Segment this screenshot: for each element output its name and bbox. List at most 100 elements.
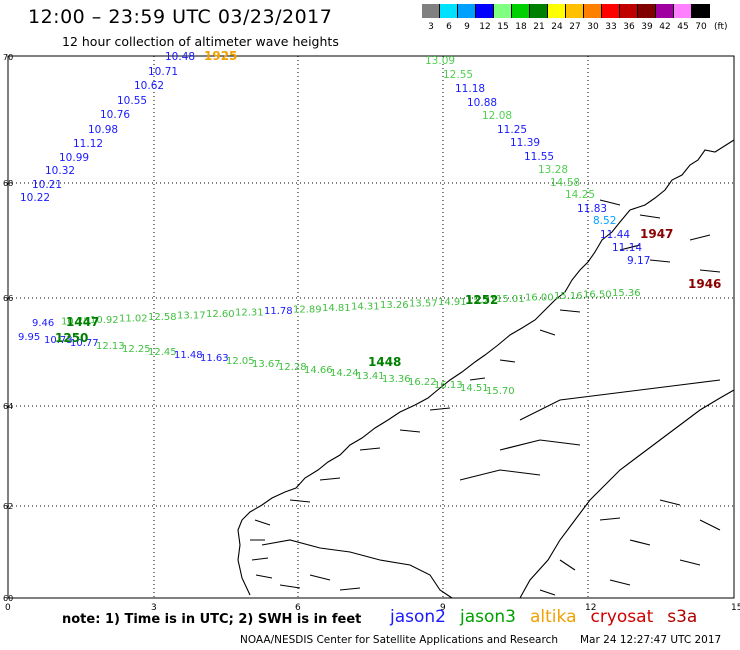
wave-height-value: 10.21 xyxy=(32,179,62,191)
wave-height-value: 15.36 xyxy=(612,288,641,299)
wave-height-value: 13.17 xyxy=(177,311,206,322)
satellite-legend: jason2 jason3 altika cryosat s3a xyxy=(390,607,697,627)
footer-note: note: 1) Time is in UTC; 2) SWH is in fe… xyxy=(62,612,362,627)
wave-height-value: 14.66 xyxy=(304,365,333,376)
wave-height-value: 11.55 xyxy=(524,151,554,163)
wave-height-value: 10.77 xyxy=(70,338,99,349)
x-tick-label: 12 xyxy=(585,603,596,613)
scale-label: 70 xyxy=(695,22,707,32)
scale-label: 18 xyxy=(515,22,527,32)
scale-swatch xyxy=(638,4,656,18)
wave-height-value: 12.58 xyxy=(148,312,177,323)
wave-height-value: 14.25 xyxy=(565,189,595,201)
scale-swatch xyxy=(530,4,548,18)
satellite-s3a: s3a xyxy=(667,607,698,627)
generated-timestamp: Mar 24 12:27:47 UTC 2017 xyxy=(580,634,722,646)
wave-height-value: 13.57 xyxy=(409,299,438,310)
x-tick-label: 0 xyxy=(5,603,11,613)
scale-label: 42 xyxy=(659,22,671,32)
wave-height-value: 11.25 xyxy=(497,124,527,136)
credit-text: NOAA/NESDIS Center for Satellite Applica… xyxy=(240,634,558,646)
wave-height-value: 15.70 xyxy=(486,386,515,397)
color-scale-labels: 3 6 9 12 15 18 21 24 27 30 33 36 39 42 45 70 xyxy=(422,22,710,32)
scale-label: 12 xyxy=(479,22,491,32)
wave-height-value: 13.26 xyxy=(380,300,409,311)
y-tick-label: 66 xyxy=(3,294,13,303)
wave-height-value: 9.95 xyxy=(18,332,40,343)
scale-swatch xyxy=(620,4,638,18)
map-title: 12:00 – 23:59 UTC 03/23/2017 xyxy=(28,6,333,28)
wave-height-value: 16.22 xyxy=(408,377,437,388)
wave-height-value: 13.09 xyxy=(425,55,455,67)
altimeter-passes: 10.48 10.71 10.62 10.55 10.76 10.98 11.12 10.99… xyxy=(18,49,721,397)
wave-height-value: 11.83 xyxy=(577,203,607,215)
wave-height-value: 11.63 xyxy=(200,353,229,364)
wave-height-value: 11.39 xyxy=(510,137,540,149)
wave-height-value: 10.75 xyxy=(61,317,90,328)
wave-height-value: 9.17 xyxy=(627,255,650,267)
map-frame xyxy=(7,55,735,599)
wave-height-value: 14.51 xyxy=(460,383,489,394)
satellite-jason2: jason2 xyxy=(390,607,446,627)
scale-swatch xyxy=(584,4,602,18)
y-tick-label: 68 xyxy=(3,179,13,188)
scale-label: 6 xyxy=(446,22,452,32)
wave-height-value: 12.60 xyxy=(206,309,235,320)
wave-height-value: 11.78 xyxy=(264,306,293,317)
scale-swatch xyxy=(566,4,584,18)
wave-height-value: 10.73 xyxy=(44,335,73,346)
wave-height-value: 14.81 xyxy=(322,303,351,314)
wave-height-value: 13.36 xyxy=(382,374,411,385)
wave-height-value: 14.91 xyxy=(438,297,467,308)
satellite-jason3: jason3 xyxy=(460,607,516,627)
y-tick-label: 60 xyxy=(3,594,13,603)
pass-time-label: 1447 xyxy=(66,315,99,329)
wave-height-value: 11.48 xyxy=(174,350,203,361)
wave-height-value: 12.13 xyxy=(96,341,125,352)
grid-lines xyxy=(8,56,734,598)
scale-label: 30 xyxy=(587,22,599,32)
axis-ticks: 0 3 6 9 12 15 70 68 66 64 62 60 xyxy=(3,53,740,613)
wave-height-value: 12.31 xyxy=(235,308,264,319)
pass-time-label: 1947 xyxy=(640,227,673,241)
scale-unit: (ft) xyxy=(714,22,728,32)
scale-label: 33 xyxy=(605,22,617,32)
x-tick-label: 3 xyxy=(151,603,157,613)
wave-height-value: 16.50 xyxy=(583,290,612,301)
wave-height-value: 10.48 xyxy=(165,51,195,63)
wave-height-value: 11.12 xyxy=(73,138,103,150)
wave-height-value: 10.76 xyxy=(100,109,130,121)
x-tick-label: 15 xyxy=(731,603,740,613)
map-subtitle: 12 hour collection of altimeter wave hei… xyxy=(62,34,339,49)
scale-label: 9 xyxy=(464,22,470,32)
x-tick-label: 9 xyxy=(440,603,446,613)
scale-swatch xyxy=(422,4,440,18)
wave-height-value: 16.00 xyxy=(525,293,554,304)
scale-label: 15 xyxy=(497,22,509,32)
scale-label: 45 xyxy=(677,22,689,32)
wave-height-value: 11.44 xyxy=(600,229,630,241)
wave-height-value: 13.67 xyxy=(252,359,281,370)
wave-height-value: 11.18 xyxy=(455,83,485,95)
norway-coastline xyxy=(237,139,735,599)
wave-height-value: 12.55 xyxy=(443,69,473,81)
scale-swatch xyxy=(458,4,476,18)
wave-height-value: 10.92 xyxy=(90,315,119,326)
wave-height-value: 14.24 xyxy=(330,368,359,379)
satellite-altika: altika xyxy=(530,607,577,627)
pass-time-label: 1925 xyxy=(204,49,237,63)
wave-height-value: 12.05 xyxy=(226,356,255,367)
wave-height-value: 13.28 xyxy=(538,164,568,176)
scale-swatch xyxy=(692,4,710,18)
scale-swatch xyxy=(602,4,620,18)
wave-height-value: 15.27 xyxy=(467,296,496,307)
pass-time-label: 1250 xyxy=(55,331,88,345)
wave-height-value: 14.31 xyxy=(351,302,380,313)
wave-height-value: 10.88 xyxy=(467,97,497,109)
wave-height-value: 15.01 xyxy=(496,294,525,305)
scale-label: 36 xyxy=(623,22,635,32)
y-tick-label: 62 xyxy=(3,502,13,511)
scale-label: 21 xyxy=(533,22,545,32)
wave-height-value: 10.98 xyxy=(88,124,118,136)
wave-height-value: 11.02 xyxy=(119,314,148,325)
